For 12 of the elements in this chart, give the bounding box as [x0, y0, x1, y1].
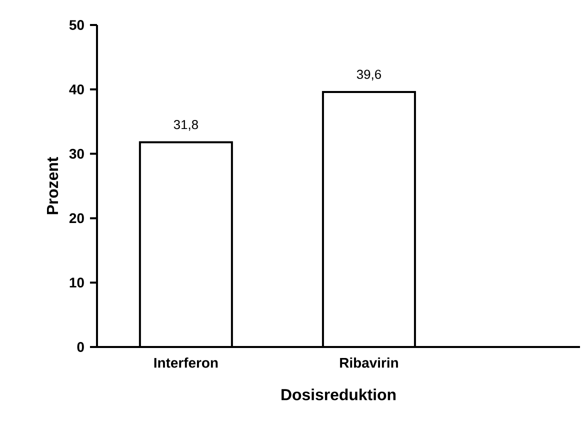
- y-tick-label: 0: [77, 342, 84, 352]
- y-axis-title: Prozent: [47, 156, 58, 214]
- data-label: 39,6: [356, 70, 382, 80]
- y-tick-label: 40: [69, 84, 84, 94]
- y-tick-label: 20: [69, 213, 84, 224]
- x-tick-label: Interferon: [154, 358, 218, 368]
- y-tick-label: 10: [70, 278, 84, 288]
- y-tick-label: 30: [69, 148, 84, 159]
- y-tick-label: 50: [69, 20, 84, 30]
- data-label: 31,8: [174, 120, 198, 131]
- x-axis-title: Dosisreduktion: [282, 388, 396, 400]
- x-tick-label: Ribavirin: [340, 358, 398, 368]
